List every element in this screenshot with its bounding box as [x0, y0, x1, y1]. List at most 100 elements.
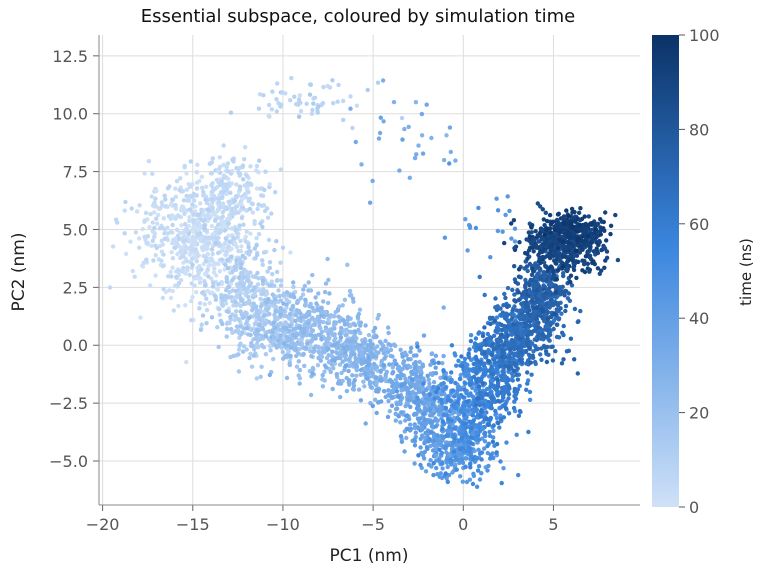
data-point [421, 333, 427, 338]
data-point [187, 215, 192, 220]
data-point [562, 221, 567, 226]
data-point [459, 435, 465, 440]
data-point [483, 354, 488, 359]
data-point [445, 479, 450, 485]
data-point [402, 126, 407, 132]
data-point [548, 320, 553, 325]
data-point [449, 343, 455, 348]
data-point [291, 284, 296, 290]
data-point [535, 263, 540, 269]
data-point [470, 413, 475, 418]
data-point [286, 349, 291, 354]
data-point [257, 316, 262, 322]
data-point [176, 213, 181, 219]
data-point [313, 317, 318, 322]
data-point [363, 421, 368, 426]
data-point [570, 216, 575, 221]
data-point [162, 231, 167, 236]
data-point [494, 315, 500, 320]
data-point [567, 257, 573, 262]
data-point [350, 342, 355, 348]
data-point [560, 239, 565, 244]
data-point [595, 250, 601, 256]
data-point [534, 305, 540, 310]
data-point [540, 254, 545, 260]
data-point [412, 461, 417, 466]
data-point [488, 255, 493, 260]
data-point [313, 336, 318, 341]
data-point [594, 240, 599, 245]
data-point [570, 210, 575, 215]
data-point [503, 212, 508, 218]
data-point [335, 356, 340, 361]
data-point [209, 247, 215, 252]
data-point [464, 479, 470, 485]
data-point [138, 315, 143, 320]
data-point [494, 441, 500, 447]
data-point [291, 280, 296, 285]
data-point [165, 231, 170, 236]
data-point [154, 245, 159, 251]
data-point [421, 456, 427, 461]
data-point [602, 246, 608, 251]
data-point [244, 326, 250, 331]
data-point [544, 287, 550, 293]
data-point [513, 396, 519, 401]
data-point [335, 340, 341, 345]
data-point [387, 362, 392, 367]
data-point [362, 350, 367, 355]
data-point [299, 337, 304, 342]
data-point [217, 269, 223, 274]
data-point [174, 179, 180, 184]
data-point [473, 225, 479, 231]
data-point [370, 374, 375, 379]
data-point [585, 261, 590, 266]
data-point [555, 245, 561, 251]
data-point [488, 456, 493, 461]
data-point [529, 372, 534, 377]
data-point [476, 447, 481, 452]
data-point [176, 303, 181, 309]
data-point [322, 369, 327, 374]
data-point [526, 429, 531, 435]
data-point [582, 269, 588, 275]
data-point [228, 254, 234, 259]
data-point [200, 185, 205, 190]
data-point [239, 215, 245, 221]
data-point [428, 420, 433, 425]
data-point [581, 230, 586, 236]
data-point [493, 412, 498, 417]
data-point [228, 354, 233, 360]
data-point [259, 203, 265, 208]
data-point [433, 353, 439, 358]
data-point [583, 238, 588, 243]
data-point [533, 316, 538, 321]
data-point [438, 407, 443, 412]
data-point [418, 462, 423, 468]
data-point [379, 399, 384, 404]
data-point [210, 189, 215, 194]
data-point [178, 278, 184, 283]
data-point [418, 373, 423, 378]
data-point [238, 291, 243, 296]
data-point [512, 386, 517, 392]
data-point [259, 364, 264, 369]
data-point [256, 202, 261, 207]
data-point [160, 203, 165, 208]
data-point [315, 109, 320, 114]
data-point [462, 387, 467, 392]
data-point [527, 279, 532, 285]
data-point [404, 413, 409, 419]
data-point [197, 178, 202, 184]
data-point [513, 318, 518, 324]
data-point [505, 304, 510, 309]
data-point [278, 298, 283, 303]
data-point [516, 340, 521, 346]
data-point [526, 230, 531, 235]
data-point [207, 300, 212, 306]
data-point [251, 353, 256, 358]
data-point [373, 397, 378, 402]
data-point [353, 355, 358, 361]
data-point [255, 282, 261, 287]
data-point [419, 425, 424, 430]
